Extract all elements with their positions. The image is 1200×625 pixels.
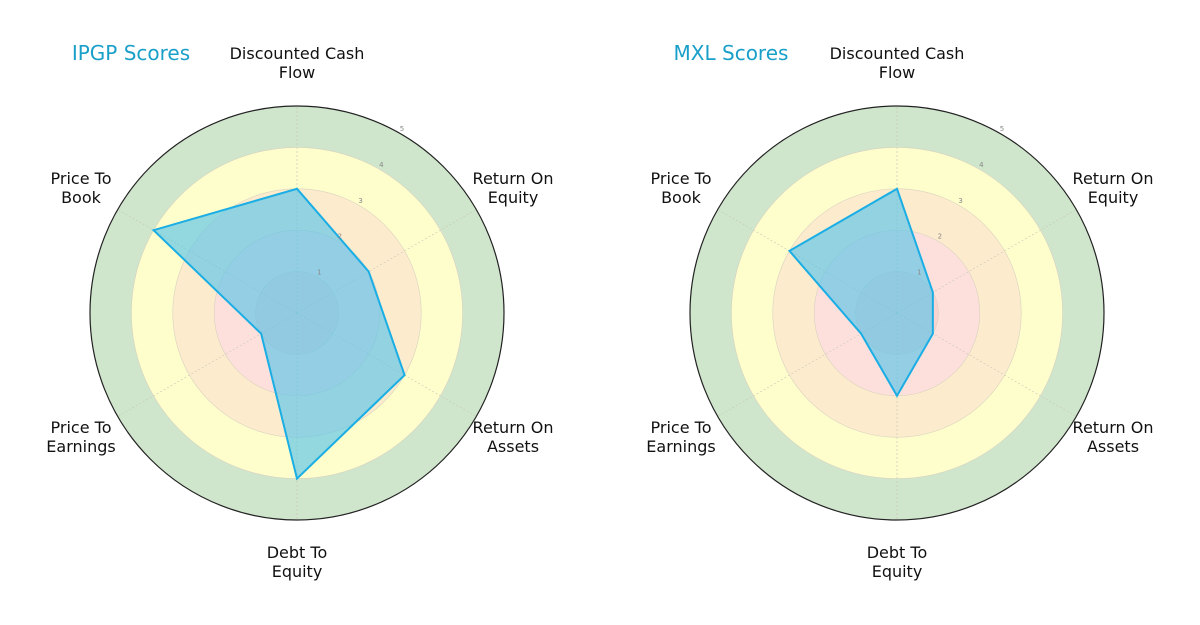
ipgp-radar-chart: 1 2 3 4 5 (89, 105, 505, 521)
score-polygon (787, 187, 934, 398)
mxl-chart-title: MXL Scores (673, 41, 789, 65)
axis-gridline (717, 312, 898, 417)
radial-tick-label: 1 (317, 269, 321, 277)
axis-label-discounted-cash-flow: Discounted Cash Flow (229, 44, 365, 82)
axis-label-price-to-earnings: Price To Earnings (646, 418, 716, 456)
axis-gridline (896, 312, 1077, 417)
axis-label-price-to-earnings: Price To Earnings (46, 418, 116, 456)
radial-tick-label: 4 (379, 161, 384, 169)
axis-label-debt-to-equity: Debt To Equity (866, 543, 928, 581)
axis-label-return-on-assets: Return On Assets (472, 418, 554, 456)
radial-tick-label: 2 (938, 233, 942, 241)
axis-gridline (117, 312, 298, 417)
radial-tick-label: 2 (338, 233, 342, 241)
radial-tick-label: 3 (358, 197, 362, 205)
axis-label-discounted-cash-flow: Discounted Cash Flow (829, 44, 965, 82)
score-polygon (151, 187, 406, 481)
axis-gridline (117, 209, 298, 314)
radial-tick-label: 5 (1000, 125, 1004, 133)
outer-circle (689, 105, 1105, 521)
ipgp-radar-panel: 1 2 3 4 5 IPGP Scores Discounted Cash Flow Re… (46, 41, 554, 581)
axis-gridline (296, 312, 477, 417)
axis-label-return-on-equity: Return On Equity (472, 169, 554, 207)
axis-gridline (717, 209, 898, 314)
radial-tick-label: 5 (400, 125, 404, 133)
axis-label-return-on-assets: Return On Assets (1072, 418, 1154, 456)
axis-label-price-to-book: Price To Book (50, 169, 112, 207)
outer-circle (89, 105, 505, 521)
axis-label-debt-to-equity: Debt To Equity (266, 543, 328, 581)
mxl-radar-chart: 1 2 3 4 5 (689, 105, 1105, 521)
ipgp-chart-title: IPGP Scores (71, 41, 191, 65)
radial-tick-label: 1 (917, 269, 921, 277)
axis-gridline (896, 209, 1077, 314)
mxl-radar-panel: 1 2 3 4 5 MXL Scores Discounted Cash Flow Ret… (600, 0, 1200, 625)
axis-label-price-to-book: Price To Book (650, 169, 712, 207)
radial-tick-label: 3 (958, 197, 962, 205)
axis-label-return-on-equity: Return On Equity (1072, 169, 1154, 207)
radial-tick-label: 4 (979, 161, 984, 169)
axis-gridline (296, 209, 477, 314)
